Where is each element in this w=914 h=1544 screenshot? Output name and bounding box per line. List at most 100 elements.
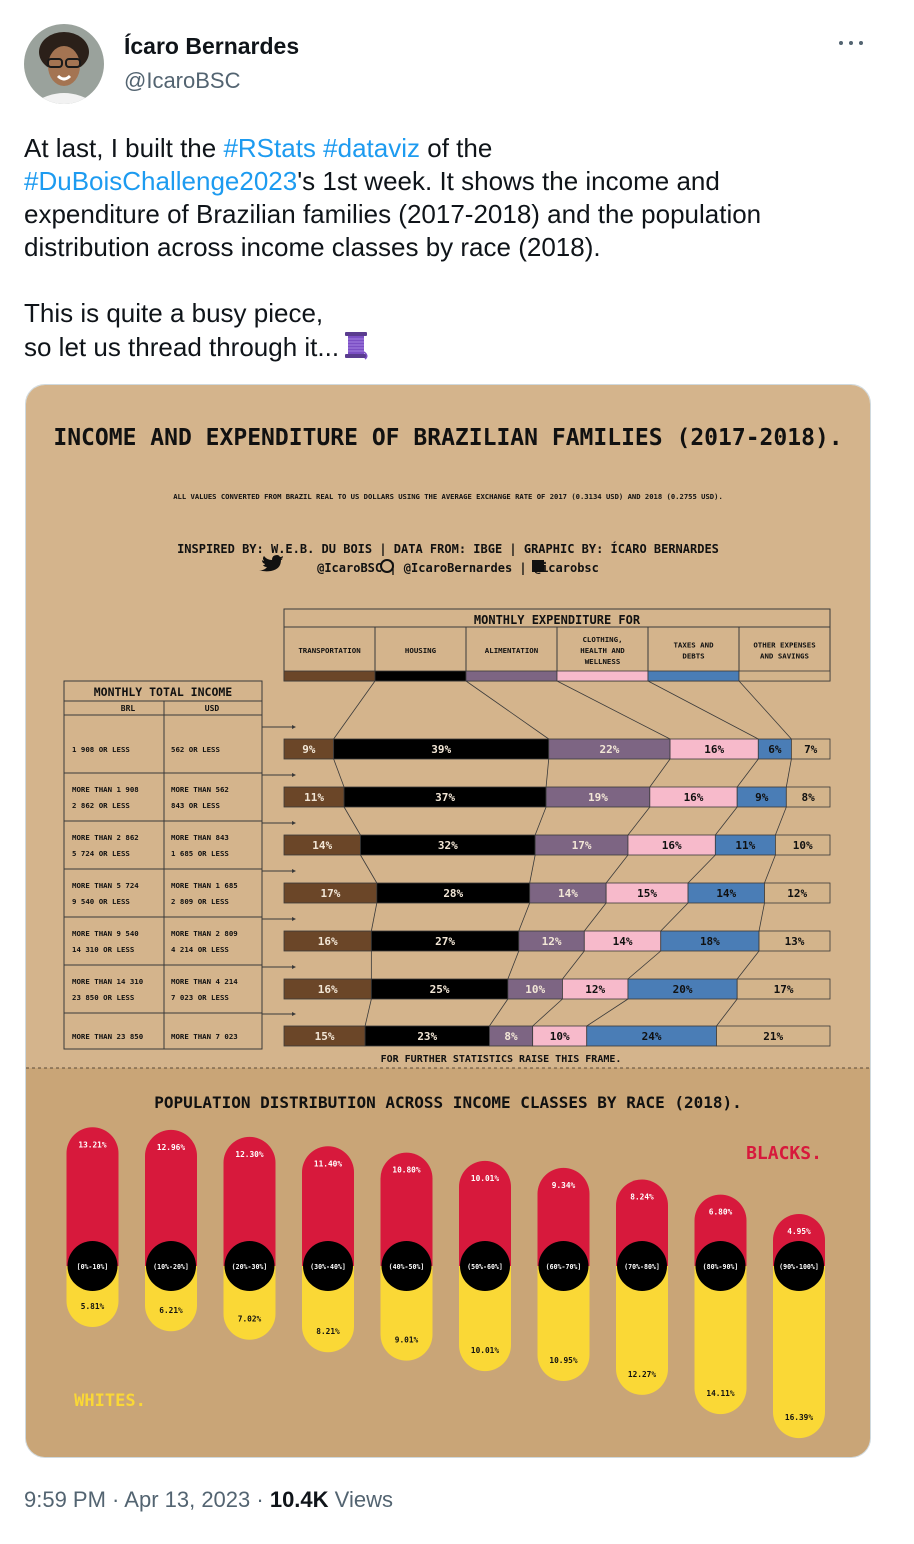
bar-value-label: 10%	[793, 839, 813, 852]
expenditure-header: MONTHLY EXPENDITURE FOR	[474, 613, 641, 627]
income-bracket-label: 7 023 OR LESS	[171, 993, 229, 1002]
bar-value-label: 11%	[735, 839, 755, 852]
class-circle	[460, 1241, 510, 1291]
more-options-icon[interactable]	[838, 32, 866, 52]
pill-whites	[537, 1266, 590, 1381]
income-bracket-label: 2 809 OR LESS	[171, 897, 229, 906]
category-swatch-taxes	[647, 670, 740, 682]
bar-connector	[333, 758, 345, 788]
income-bracket-label: MORE THAN 1 908	[72, 785, 139, 794]
bar-connector	[364, 998, 372, 1027]
chart-footnote: FOR FURTHER STATISTICS RAISE THIS FRAME.	[381, 1054, 622, 1065]
bar-value-label: 16%	[662, 839, 682, 852]
row-arrow-head	[292, 725, 296, 729]
bar-segment-other	[716, 1025, 831, 1047]
whites-value-label: 12.27%	[628, 1370, 656, 1379]
bar-segment-other	[785, 786, 831, 808]
pill-blacks	[145, 1129, 197, 1266]
author-handle[interactable]: @IcaroBSC	[124, 68, 241, 93]
pill-whites	[773, 1266, 825, 1439]
pill-whites	[694, 1266, 747, 1415]
category-swatch-other	[738, 670, 831, 682]
income-bracket-label: 1 685 OR LESS	[171, 849, 229, 858]
bar-value-label: 6%	[768, 743, 782, 756]
tweet-date[interactable]: Apr 13, 2023	[124, 1487, 251, 1512]
bar-value-label: 37%	[435, 791, 455, 804]
category-swatch-housing	[374, 670, 467, 682]
income-bracket-label: MORE THAN 4 214	[171, 977, 238, 986]
whites-value-label: 14.11%	[706, 1389, 734, 1398]
pill-whites	[380, 1266, 433, 1361]
category-label: AND SAVINGS	[760, 652, 809, 661]
bar-connector	[627, 950, 661, 980]
income-bracket-label: MORE THAN 9 540	[72, 929, 139, 938]
tweet-text-segment: 's 1st week. It shows the income and	[297, 166, 720, 196]
bar-value-label: 15%	[637, 887, 657, 900]
bar-segment-other	[790, 738, 831, 760]
tweet-time[interactable]: 9:59 PM	[24, 1487, 106, 1512]
bar-connector	[545, 758, 550, 788]
whites-value-label: 16.39%	[785, 1413, 813, 1422]
bar-value-label: 27%	[435, 935, 455, 948]
tweet-text-segment: of the	[420, 133, 493, 163]
legend-whites: WHITES.	[74, 1391, 146, 1411]
bar-value-label: 14%	[716, 887, 736, 900]
blacks-value-label: 6.80%	[709, 1208, 733, 1217]
income-header: MONTHLY TOTAL INCOME	[94, 685, 233, 699]
class-label: (70%-80%]	[624, 1263, 660, 1271]
category-label: TAXES AND	[673, 641, 714, 650]
class-circle	[381, 1241, 432, 1291]
social-handles: @IcaroBSC | @IcaroBernardes | @icarobsc	[259, 555, 599, 575]
bar-value-label: 12%	[585, 983, 605, 996]
class-circle	[695, 1241, 746, 1291]
class-circle	[774, 1241, 824, 1291]
bar-value-label: 20%	[673, 983, 693, 996]
bar-connector	[716, 998, 738, 1027]
bar-connector	[489, 998, 509, 1027]
bar-connector	[562, 950, 585, 980]
whites-value-label: 10.01%	[471, 1346, 499, 1355]
pill-blacks	[537, 1167, 590, 1266]
bar-connector	[775, 806, 787, 836]
blacks-value-label: 10.80%	[392, 1166, 420, 1175]
tweet-line: distribution across income classes by ra…	[24, 232, 601, 262]
income-bracket-label: 5 724 OR LESS	[72, 849, 130, 858]
bar-value-label: 7%	[804, 743, 818, 756]
category-label: DEBTS	[682, 652, 704, 661]
whites-value-label: 7.02%	[238, 1315, 262, 1324]
infographic-image[interactable]: INCOME AND EXPENDITURE OF BRAZILIAN FAMI…	[25, 384, 871, 1458]
avatar[interactable]	[24, 24, 104, 104]
pill-blacks	[302, 1146, 354, 1266]
bar-value-label: 13%	[785, 935, 805, 948]
pill-blacks	[380, 1152, 433, 1266]
bar-connector	[736, 758, 759, 788]
income-col-brl: BRL	[121, 704, 136, 713]
bar-value-label: 10%	[550, 1030, 570, 1043]
bar-value-label: 12%	[787, 887, 807, 900]
bar-segment-other	[758, 930, 831, 952]
bar-connector	[360, 854, 378, 884]
hashtag-dataviz[interactable]: #dataviz	[323, 133, 421, 163]
bar-connector	[343, 806, 361, 836]
income-bracket-label: MORE THAN 23 850	[72, 1032, 143, 1041]
bar-value-label: 9%	[302, 743, 316, 756]
hashtag-duboischallenge2023[interactable]: #DuBoisChallenge2023	[24, 166, 298, 196]
blacks-value-label: 11.40%	[314, 1159, 342, 1168]
bar-connector	[758, 902, 765, 932]
author-name[interactable]: Ícaro Bernardes	[124, 33, 300, 59]
bar-connector	[507, 950, 520, 980]
whites-value-label: 6.21%	[159, 1306, 183, 1315]
pill-whites	[302, 1266, 354, 1353]
bar-value-label: 16%	[318, 983, 338, 996]
bar-segment-other	[736, 978, 831, 1000]
bar-value-label: 32%	[438, 839, 458, 852]
income-bracket-label: MORE THAN 843	[171, 833, 229, 842]
hashtag-rstats[interactable]: #RStats	[223, 133, 316, 163]
whites-value-label: 5.81%	[81, 1302, 105, 1311]
bar-connector	[370, 902, 378, 932]
bar-value-label: 14%	[613, 935, 633, 948]
category-label: HEALTH AND	[580, 646, 625, 655]
tweet-text: At last, I built the #RStats #dataviz of…	[24, 132, 894, 368]
bar-connector	[647, 680, 759, 740]
bar-segment-other	[775, 834, 831, 856]
